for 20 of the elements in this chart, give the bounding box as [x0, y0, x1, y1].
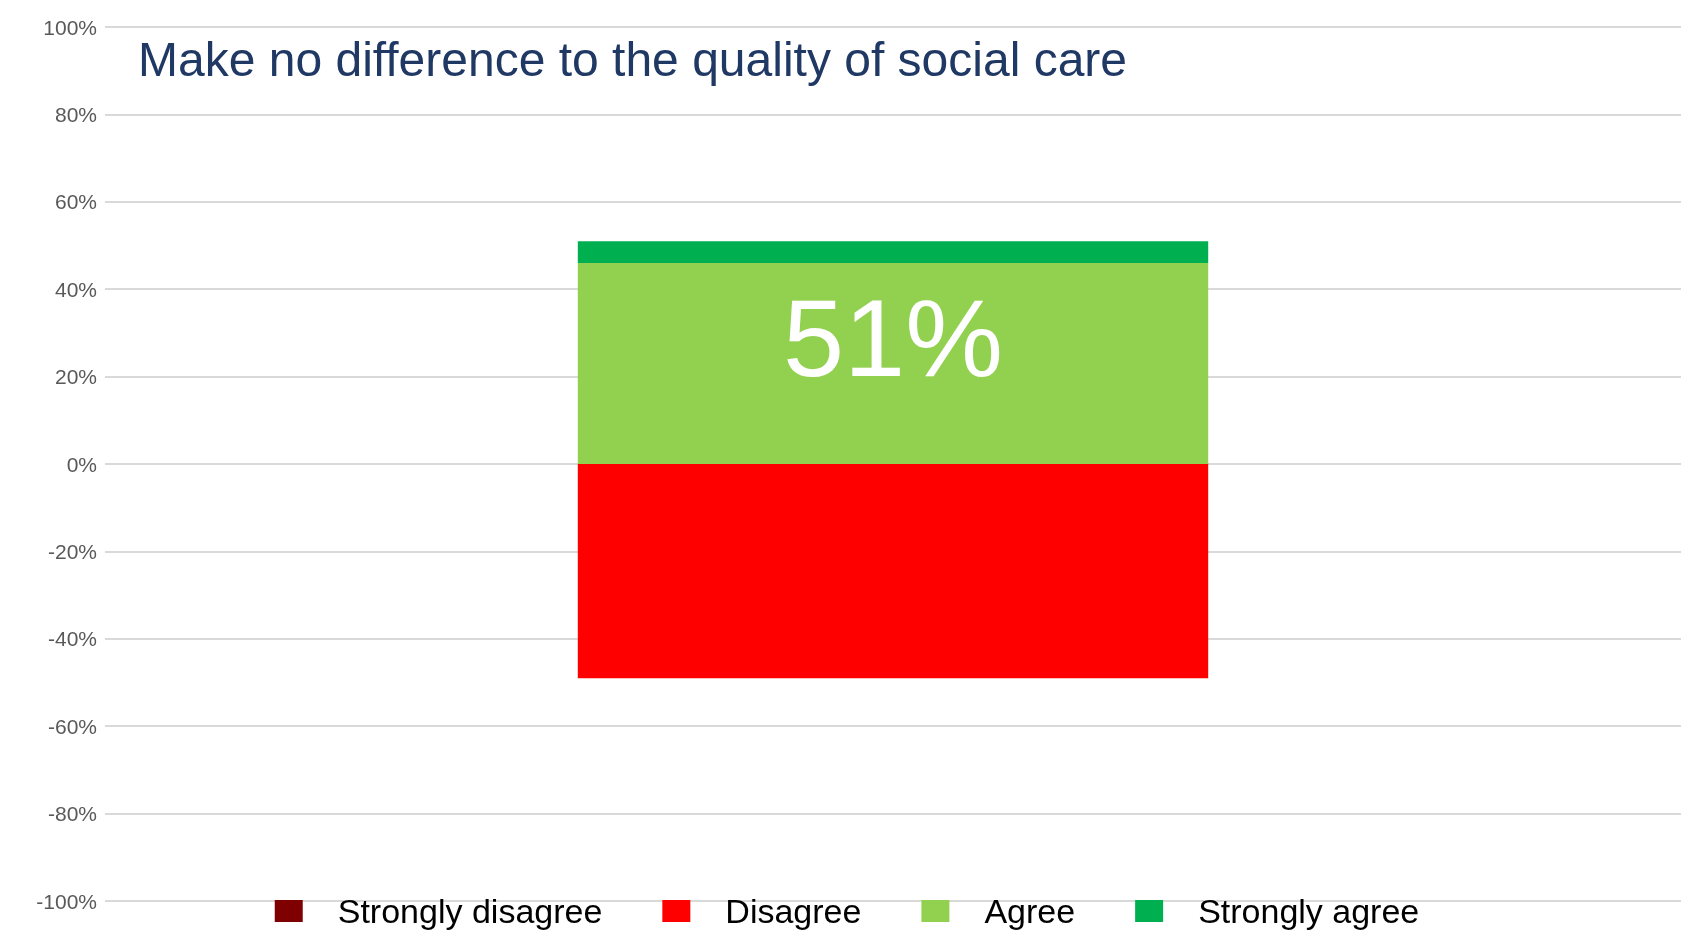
y-tick-label: 0% [66, 452, 97, 476]
bar [577, 241, 1209, 263]
y-tick-label: 20% [54, 365, 97, 389]
y-tick-label: -80% [47, 802, 97, 826]
annotation: 51% [782, 276, 1004, 400]
y-tick-label: 60% [54, 190, 97, 214]
bar [577, 262, 1209, 464]
chart-title: Make no difference to the quality of social care [138, 32, 1128, 86]
y-tick-label: -40% [47, 627, 97, 651]
y-tick-label: 100% [43, 15, 97, 39]
y-tick-label: -100% [36, 889, 97, 913]
legend-label: Disagree [725, 892, 862, 930]
legend-label: Strongly disagree [337, 892, 603, 930]
y-tick-label: -20% [47, 539, 97, 563]
y-tick-label: -60% [47, 714, 97, 738]
legend-label: Agree [984, 892, 1076, 930]
y-tick-label: 40% [54, 277, 97, 301]
y-tick-label: 80% [54, 102, 97, 126]
bar [577, 464, 1209, 679]
legend-label: Strongly agree [1198, 892, 1420, 930]
